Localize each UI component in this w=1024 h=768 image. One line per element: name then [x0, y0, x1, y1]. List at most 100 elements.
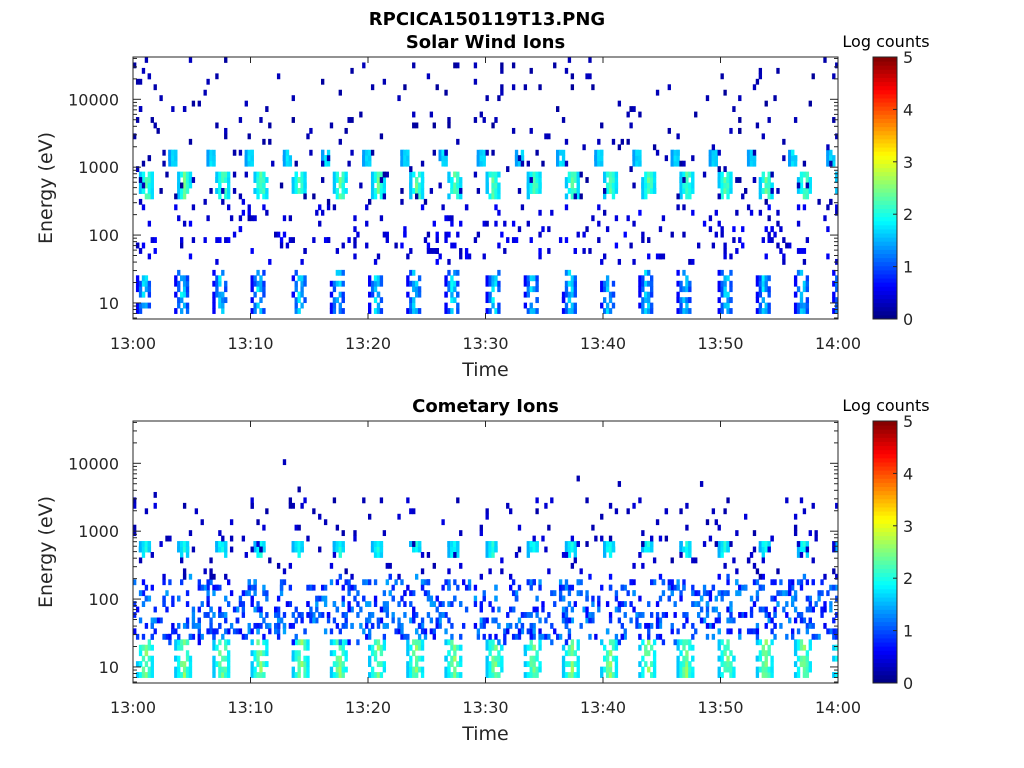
- spectrogram-cell: [717, 149, 721, 156]
- spectrogram-cell: [415, 280, 419, 287]
- spectrogram-cell: [141, 601, 146, 607]
- spectrogram-cell: [259, 672, 263, 678]
- spectrogram-cell: [370, 650, 375, 657]
- colorbar-swatch: [873, 77, 897, 83]
- spectrogram-cell: [288, 215, 293, 222]
- spectrogram-cell: [670, 231, 674, 238]
- spectrogram-cell: [182, 666, 187, 673]
- spectrogram-cell: [670, 622, 674, 629]
- spectrogram-cell: [652, 182, 657, 189]
- spectrogram-cell: [429, 601, 434, 607]
- spectrogram-cell: [758, 193, 763, 200]
- spectrogram-cell: [749, 595, 754, 602]
- spectrogram-cell: [650, 579, 654, 586]
- spectrogram-cell: [138, 198, 143, 205]
- spectrogram-cell: [312, 193, 316, 200]
- spectrogram-cell: [547, 633, 551, 640]
- spectrogram-cell: [500, 89, 504, 96]
- spectrogram-cell: [215, 73, 219, 80]
- spectrogram-cell: [420, 177, 425, 183]
- spectrogram-cell: [456, 541, 460, 547]
- spectrogram-cell: [159, 188, 163, 194]
- spectrogram-cell: [793, 302, 798, 309]
- spectrogram-cell: [679, 177, 683, 183]
- spectrogram-cell: [259, 286, 263, 293]
- spectrogram-cell: [288, 562, 293, 569]
- spectrogram-cell: [526, 552, 530, 558]
- spectrogram-cell: [467, 253, 472, 260]
- colorbar-swatch: [873, 114, 897, 119]
- spectrogram-cell: [244, 149, 248, 156]
- spectrogram-cell: [447, 541, 451, 547]
- spectrogram-cell: [796, 655, 801, 662]
- spectrogram-cell: [215, 237, 219, 243]
- spectrogram-cell: [329, 628, 334, 635]
- spectrogram-cell: [350, 622, 354, 629]
- spectrogram-cell: [650, 177, 654, 183]
- spectrogram-cell: [165, 590, 169, 597]
- spectrogram-cell: [147, 291, 152, 298]
- colorbar-swatch: [873, 584, 897, 590]
- spectrogram-cell: [147, 639, 152, 646]
- spectrogram-cell: [376, 546, 381, 553]
- spectrogram-cell: [735, 209, 739, 216]
- spectrogram-cell: [550, 497, 554, 504]
- spectrogram-cell: [647, 601, 651, 607]
- spectrogram-cell: [241, 601, 246, 607]
- spectrogram-cell: [835, 286, 839, 293]
- spectrogram-cell: [726, 590, 730, 597]
- spectrogram-cell: [318, 612, 322, 618]
- spectrogram-cell: [650, 286, 654, 293]
- spectrogram-cell: [400, 188, 404, 194]
- spectrogram-cell: [488, 291, 492, 298]
- spectrogram-cell: [802, 546, 807, 553]
- spectrogram-cell: [291, 639, 295, 646]
- spectrogram-cell: [811, 73, 815, 80]
- spectrogram-cell: [802, 541, 807, 547]
- spectrogram-cell: [755, 568, 760, 575]
- spectrogram-cell: [321, 584, 325, 591]
- spectrogram-cell: [182, 171, 187, 178]
- spectrogram-cell: [303, 672, 307, 678]
- spectrogram-cell: [423, 628, 428, 635]
- spectrogram-cell: [835, 171, 839, 178]
- spectrogram-cell: [300, 182, 304, 189]
- spectrogram-cell: [329, 280, 334, 287]
- spectrogram-cell: [541, 535, 545, 542]
- spectrogram-cell: [752, 628, 757, 635]
- spectrogram-cell: [720, 280, 724, 287]
- spectrogram-cell: [188, 138, 193, 145]
- spectrogram-cell: [494, 182, 498, 189]
- spectrogram-cell: [835, 612, 839, 618]
- spectrogram-cell: [329, 308, 334, 314]
- spectrogram-cell: [570, 650, 575, 657]
- spectrogram-cell: [820, 612, 824, 618]
- spectrogram-cell: [744, 513, 748, 520]
- spectrogram-cell: [785, 242, 789, 249]
- spectrogram-cell: [685, 666, 689, 673]
- spectrogram-cell: [802, 204, 807, 211]
- spectrogram-cell: [177, 541, 181, 547]
- spectrogram-cell: [253, 280, 257, 287]
- spectrogram-cell: [341, 171, 345, 178]
- spectrogram-cell: [497, 655, 501, 662]
- colorbar-swatch: [873, 147, 897, 152]
- spectrogram-cell: [379, 661, 384, 668]
- spectrogram-cell: [650, 291, 654, 298]
- spectrogram-cell: [221, 655, 225, 662]
- spectrogram-cell: [227, 655, 231, 662]
- spectrogram-cell: [658, 622, 663, 629]
- spectrogram-cell: [138, 617, 143, 624]
- spectrogram-cell: [661, 590, 666, 597]
- spectrogram-cell: [215, 644, 219, 651]
- spectrogram-cell: [444, 215, 448, 222]
- spectrogram-cell: [561, 552, 566, 558]
- spectrogram-cell: [793, 275, 798, 282]
- spectrogram-cell: [450, 280, 454, 287]
- spectrogram-cell: [473, 78, 478, 85]
- spectrogram-cell: [758, 67, 763, 74]
- spectrogram-cell: [415, 122, 419, 129]
- spectrogram-cell: [717, 541, 721, 547]
- spectrogram-cell: [746, 160, 751, 167]
- spectrogram-cell: [453, 650, 457, 657]
